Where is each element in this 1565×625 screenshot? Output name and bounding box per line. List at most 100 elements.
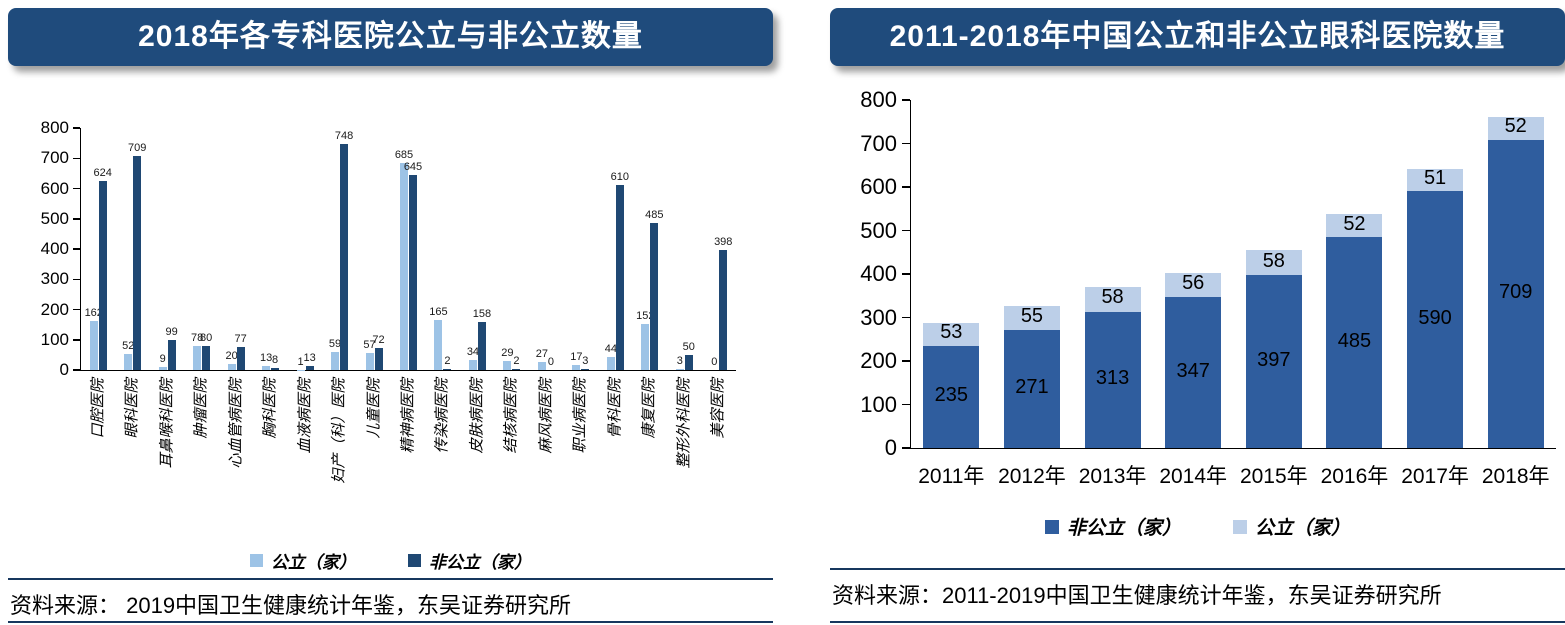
bar-value-label: 398	[714, 235, 733, 248]
bar-value-label: 44	[604, 342, 617, 355]
bar-public	[262, 366, 271, 370]
bar-value-label: 0	[547, 356, 554, 368]
bar-public	[400, 162, 408, 370]
bar-public	[923, 322, 980, 346]
left-source-row: 资料来源： 2019中国卫生健康统计年鉴，东吴证券研究所	[8, 578, 773, 623]
bar-value-label: 58	[1101, 286, 1124, 309]
x-category-label: 皮肤病医院	[469, 378, 486, 454]
legend-label: 非公立（家）	[429, 553, 531, 572]
y-axis-tick-label: 300	[40, 269, 69, 289]
legend-item: 公立（家）	[1233, 513, 1350, 540]
bar-value-label: 57	[363, 338, 376, 351]
bar-nonpublic	[684, 354, 693, 370]
x-category-label: 眼科医院	[124, 378, 141, 439]
bar-nonpublic	[1165, 297, 1222, 448]
bar-value-label: 80	[200, 331, 213, 344]
bar-value-label: 709	[1499, 280, 1533, 303]
y-axis-tick-label: 200	[40, 299, 69, 319]
bar-value-label: 485	[1337, 329, 1372, 352]
bar-value-label: 9	[159, 353, 166, 366]
x-category-label: 胸科医院	[262, 378, 279, 439]
legend-label: 公立（家）	[271, 553, 356, 572]
bar-nonpublic	[1487, 139, 1544, 448]
bar-public	[1084, 286, 1141, 312]
y-axis-tick	[73, 248, 80, 250]
bar-nonpublic	[923, 345, 980, 448]
x-category-label: 耳鼻喉科医院	[159, 378, 176, 469]
y-axis-tick	[73, 278, 80, 280]
y-axis-tick-label: 500	[40, 208, 69, 228]
bar-value-label: 52	[1343, 212, 1366, 235]
y-axis-tick	[902, 273, 910, 275]
bar-public	[1245, 250, 1302, 276]
bar-public	[572, 364, 581, 370]
y-axis-tick	[73, 187, 80, 190]
bar-public	[331, 352, 340, 370]
y-axis-tick-label: 0	[59, 360, 69, 379]
bar-value-label: 13	[259, 352, 273, 365]
bar-value-label: 313	[1095, 366, 1130, 389]
bar-value-label: 51	[1423, 167, 1447, 190]
bar-nonpublic	[98, 181, 107, 370]
y-axis-tick-label: 200	[860, 348, 897, 373]
bar-nonpublic	[1407, 191, 1464, 448]
legend-item: 公立（家）	[250, 548, 356, 573]
right-chart-legend: 非公立（家） 公立（家）	[830, 513, 1565, 540]
bar-public	[1165, 272, 1222, 298]
x-axis-tick-label: 2012年	[998, 465, 1066, 488]
bar-value-label: 8	[272, 353, 279, 366]
y-axis-tick	[902, 229, 910, 232]
y-axis-tick-label: 400	[860, 261, 897, 286]
x-category-label: 妇产（科）医院	[331, 378, 348, 484]
left-chart-title: 2018年各专科医院公立与非公立数量	[8, 8, 773, 66]
y-axis-tick-label: 400	[40, 239, 69, 258]
x-axis-tick-label: 2017年	[1401, 465, 1469, 488]
legend-swatch	[1044, 519, 1059, 534]
bar-value-label: 55	[1020, 305, 1044, 328]
bar-nonpublic	[340, 143, 349, 370]
y-axis-tick	[902, 403, 910, 406]
x-axis-tick-label: 2018年	[1481, 465, 1550, 488]
x-axis-tick-label: 2016年	[1320, 465, 1389, 488]
bar-public	[1487, 116, 1544, 140]
y-axis-tick	[902, 186, 910, 188]
x-category-label: 精神病医院	[400, 378, 417, 454]
y-axis-tick-label: 100	[860, 391, 897, 417]
bar-nonpublic	[512, 369, 521, 370]
bar-value-label: 590	[1418, 306, 1452, 329]
bar-nonpublic	[409, 174, 417, 370]
bar-value-label: 235	[934, 383, 968, 406]
bar-public	[537, 361, 546, 370]
x-category-label: 口腔医院	[90, 378, 107, 439]
y-axis-tick	[902, 142, 910, 145]
x-category-label: 结核病医院	[503, 378, 520, 454]
legend-swatch	[1233, 519, 1247, 534]
x-category-label: 心血管病医院	[228, 378, 245, 469]
bar-nonpublic	[236, 346, 245, 370]
bar-public	[89, 320, 98, 370]
bar-value-label: 34	[466, 345, 480, 358]
y-axis-tick-label: 700	[40, 148, 69, 168]
y-axis-tick-label: 0	[884, 435, 897, 460]
x-axis-tick-label: 2013年	[1078, 465, 1147, 488]
legend-swatch	[408, 554, 421, 567]
y-axis-tick	[902, 447, 910, 449]
bar-nonpublic	[615, 185, 624, 370]
right-chart-panel: 2011-2018年中国公立和非公立眼科医院数量 0 100 200 300 400 50…	[830, 8, 1565, 623]
legend-item: 非公立（家）	[1044, 513, 1181, 540]
y-axis-tick	[73, 369, 80, 371]
bar-value-label: 397	[1257, 348, 1291, 371]
bar-public	[193, 346, 202, 370]
x-category-label: 职业病医院	[572, 378, 589, 454]
bar-value-label: 78	[191, 332, 204, 345]
y-axis-tick	[902, 316, 910, 319]
y-axis-tick-label: 100	[40, 329, 69, 349]
bar-nonpublic	[133, 155, 142, 370]
bar-nonpublic	[1245, 275, 1302, 448]
bar-value-label: 152	[636, 310, 655, 323]
bar-public	[641, 324, 650, 370]
bar-value-label: 2	[513, 355, 520, 368]
right-source-text: 资料来源：2011-2019中国卫生健康统计年鉴，东吴证券研究所	[832, 583, 1442, 608]
legend-item: 非公立（家）	[408, 548, 531, 573]
bar-public	[124, 354, 133, 370]
